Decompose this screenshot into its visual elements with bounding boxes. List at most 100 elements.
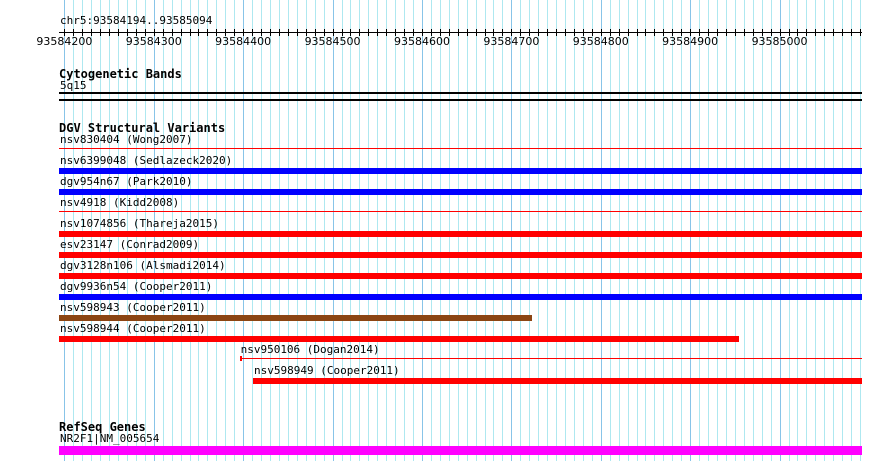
grid-line — [806, 0, 807, 461]
cytoband-line[interactable] — [59, 92, 862, 94]
variant-label[interactable]: nsv4918 (Kidd2008) — [60, 196, 180, 209]
ruler-tick — [663, 29, 664, 36]
variant-label[interactable]: dgv9936n54 (Cooper2011) — [60, 280, 213, 293]
gene-label[interactable]: NR2F1|NM_005654 — [60, 432, 160, 445]
variant-label[interactable]: dgv3128n106 (Alsmadi2014) — [60, 259, 226, 272]
ruler-tick — [547, 29, 548, 36]
ruler-tick — [574, 29, 575, 36]
variant-feature-bar[interactable] — [59, 294, 862, 300]
ruler-tick — [306, 29, 307, 36]
grid-line — [663, 0, 664, 461]
grid-line — [163, 0, 164, 461]
grid-line — [181, 0, 182, 461]
variant-feature-bar[interactable] — [59, 148, 862, 149]
variant-label[interactable]: nsv830404 (Wong2007) — [60, 133, 193, 146]
ruler-tick — [654, 29, 655, 36]
ruler-tick — [279, 29, 280, 36]
ruler-tick — [744, 29, 745, 36]
ruler-tick — [100, 29, 101, 36]
ruler-tick-label: 93584600 — [393, 35, 450, 48]
variant-feature-bar[interactable] — [59, 211, 862, 212]
variant-feature-bar[interactable] — [59, 168, 862, 174]
grid-line — [717, 0, 718, 461]
ruler-tick-label: 93584900 — [662, 35, 719, 48]
grid-line — [216, 0, 217, 461]
variant-feature-bar[interactable] — [59, 336, 740, 342]
cytoband-label[interactable]: 5q15 — [60, 79, 87, 92]
ruler-tick — [538, 29, 539, 36]
variant-label[interactable]: nsv598943 (Cooper2011) — [60, 301, 206, 314]
ruler-tick — [440, 29, 441, 36]
grid-line — [592, 0, 593, 461]
grid-line — [190, 0, 191, 461]
ruler-tick — [806, 29, 807, 36]
variant-label[interactable]: nsv598949 (Cooper2011) — [253, 364, 400, 377]
grid-line — [458, 0, 459, 461]
ruler-tick — [851, 29, 852, 36]
ruler-tick — [601, 29, 602, 36]
grid-line — [413, 0, 414, 461]
ruler-axis — [59, 32, 862, 33]
ruler-tick — [136, 29, 137, 36]
grid-line — [797, 0, 798, 461]
variant-feature-bar[interactable] — [59, 252, 862, 258]
ruler-tick — [824, 29, 825, 36]
ruler-tick — [422, 29, 423, 36]
variant-feature-bar[interactable] — [59, 231, 862, 237]
track-divider — [59, 99, 862, 101]
grid-line — [395, 0, 396, 461]
ruler-tick — [520, 29, 521, 36]
ruler-tick — [511, 29, 512, 36]
grid-line — [136, 0, 137, 461]
ruler-tick — [91, 29, 92, 36]
ruler-tick — [163, 29, 164, 36]
grid-line — [645, 0, 646, 461]
grid-line — [100, 0, 101, 461]
grid-line — [342, 0, 343, 461]
variant-label[interactable]: dgv954n67 (Park2010) — [60, 175, 193, 188]
ruler-tick — [386, 29, 387, 36]
variant-label[interactable]: esv23147 (Conrad2009) — [60, 238, 200, 251]
ruler-tick — [833, 29, 834, 36]
ruler-tick — [324, 29, 325, 36]
variant-label[interactable]: nsv598944 (Cooper2011) — [60, 322, 206, 335]
grid-line — [789, 0, 790, 461]
variant-label[interactable]: nsv1074856 (Thareja2015) — [60, 217, 219, 230]
variant-label[interactable]: nsv6399048 (Sedlazeck2020) — [60, 154, 233, 167]
variant-feature-bar[interactable] — [59, 273, 862, 279]
grid-line — [547, 0, 548, 461]
gene-feature-bar[interactable] — [59, 446, 862, 455]
grid-line — [744, 0, 745, 461]
grid-line — [243, 0, 244, 461]
grid-line — [467, 0, 468, 461]
ruler-tick-label: 93584800 — [572, 35, 629, 48]
ruler-tick — [368, 29, 369, 36]
ruler-tick — [699, 29, 700, 36]
ruler-tick — [565, 29, 566, 36]
grid-line — [753, 0, 754, 461]
ruler-tick — [672, 29, 673, 36]
variant-label[interactable]: nsv950106 (Dogan2014) — [240, 343, 380, 356]
ruler-tick — [493, 29, 494, 36]
grid-line — [252, 0, 253, 461]
grid-line — [127, 0, 128, 461]
grid-line — [833, 0, 834, 461]
grid-line — [172, 0, 173, 461]
ruler-tick — [583, 29, 584, 36]
ruler-tick — [780, 29, 781, 36]
ruler-tick — [82, 29, 83, 36]
variant-feature-bar[interactable] — [252, 378, 862, 384]
variant-feature-bar[interactable] — [59, 315, 532, 321]
dgv-track-title: DGV Structural Variants — [59, 121, 226, 135]
variant-feature-bar[interactable] — [239, 358, 862, 359]
ruler-tick — [207, 29, 208, 36]
ruler-tick — [842, 29, 843, 36]
ruler-tick — [708, 29, 709, 36]
ruler-tick — [252, 29, 253, 36]
ruler-tick — [270, 29, 271, 36]
ruler-tick — [502, 29, 503, 36]
variant-feature-bar[interactable] — [59, 189, 862, 195]
grid-line — [583, 0, 584, 461]
grid-line — [154, 0, 155, 461]
